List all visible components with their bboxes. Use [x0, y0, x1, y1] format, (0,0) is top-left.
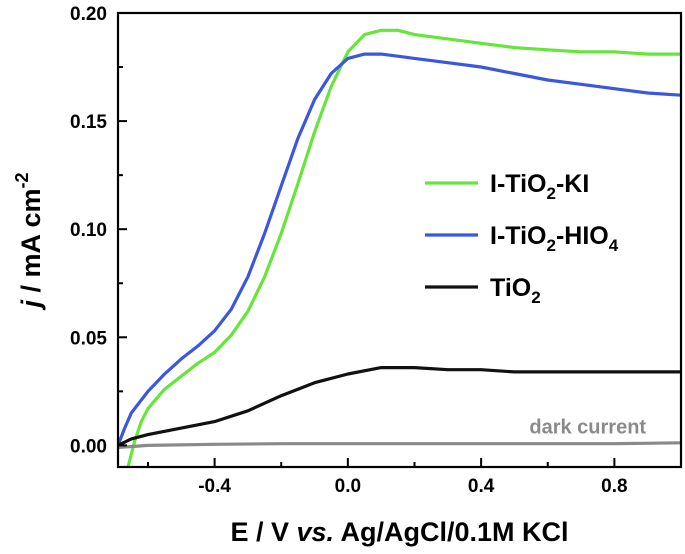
labels-layer: E / V vs. Ag/AgCl/0.1M KCl j / mA cm-2 — [12, 172, 569, 547]
y-tick-label: 0.05 — [70, 328, 107, 349]
legend: I-TiO2-KI I-TiO2-HIO4 TiO2 — [425, 170, 619, 307]
x-tick-label: 0.0 — [335, 476, 361, 497]
ticks-layer: -0.4 0.0 0.4 0.8 0.00 0.05 0.10 0.15 0.20 — [70, 4, 628, 497]
y-tick-label: 0.10 — [70, 220, 107, 241]
legend-label-2: TiO2 — [490, 274, 541, 307]
legend-label-0: I-TiO2-KI — [490, 170, 589, 203]
y-tick-label: 0.15 — [70, 112, 107, 133]
series-layer — [118, 28, 681, 467]
x-tick-label: -0.4 — [198, 476, 231, 497]
annotation-dark-current: dark current — [529, 416, 646, 438]
legend-label-1: I-TiO2-HIO4 — [490, 222, 619, 255]
y-axis-label: j / mA cm-2 — [12, 172, 46, 310]
annotations: dark current — [529, 416, 646, 438]
series-line-3 — [118, 441, 681, 450]
y-tick-label: 0.20 — [70, 4, 107, 25]
series-line-2 — [118, 366, 681, 447]
plot-frame — [116, 11, 683, 469]
series-line-1 — [118, 52, 681, 447]
x-tick-label: 0.4 — [468, 476, 495, 497]
series-line-0 — [126, 28, 681, 467]
y-tick-label: 0.00 — [70, 436, 107, 457]
x-axis-label: E / V vs. Ag/AgCl/0.1M KCl — [230, 517, 568, 547]
x-tick-label: 0.8 — [601, 476, 627, 497]
